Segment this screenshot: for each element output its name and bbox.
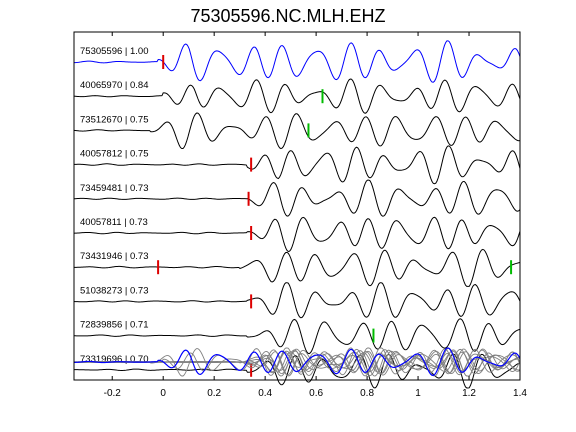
trace-label: 73431946 | 0.73 [80,251,149,262]
trace-line [73,40,521,83]
trace-5: 40057811 | 0.73 [73,216,521,253]
trace-4: 73459481 | 0.73 [73,179,521,217]
trace-0: 75305596 | 1.00 [73,40,521,83]
trace-label: 40057812 | 0.75 [80,149,149,160]
trace-label: 73459481 | 0.73 [80,183,149,194]
x-tick-label: 1.4 [513,388,527,399]
trace-label: 73512670 | 0.75 [80,114,149,125]
trace-label: 73319696 | 0.70 [80,354,149,365]
stack-reference-trace [73,347,521,376]
stack-overlay-group [73,347,521,377]
trace-line [73,318,521,355]
trace-line [74,248,521,287]
plot-frame [73,31,521,381]
x-tick-label: 1 [415,388,421,399]
traces-group: 75305596 | 1.00 40065970 | 0.84 73512670 |… [73,40,521,389]
trace-2: 73512670 | 0.75 [73,112,521,150]
x-tick-label: 0.6 [309,388,323,399]
x-tick-label: 0.4 [258,388,272,399]
x-tick-label: 0 [160,388,166,399]
trace-3: 40057812 | 0.75 [73,145,521,185]
x-tick-label: 1.2 [462,388,476,399]
chart-title: 75305596.NC.MLH.EHZ [190,6,386,26]
x-tick-label: 0.8 [360,388,374,399]
x-tick-label: -0.2 [104,388,122,399]
trace-line [73,78,521,114]
trace-label: 72839856 | 0.71 [80,320,149,331]
trace-label: 40065970 | 0.84 [80,80,149,91]
trace-label: 40057811 | 0.73 [80,217,148,228]
trace-label: 51038273 | 0.73 [80,285,149,296]
trace-line [73,145,521,185]
x-tick-label: 0.2 [207,388,221,399]
trace-6: 73431946 | 0.73 [74,248,521,287]
trace-line [73,282,521,319]
x-axis: -0.2 0 0.2 0.4 0.6 0.8 1 1.2 1.4 [104,32,527,399]
trace-8: 72839856 | 0.71 [73,318,521,355]
trace-label: 75305596 | 1.00 [80,46,149,57]
trace-1: 40065970 | 0.84 [73,78,521,114]
trace-line [73,179,521,217]
trace-7: 51038273 | 0.73 [73,282,521,319]
trace-line [73,216,521,253]
trace-line [73,112,521,150]
